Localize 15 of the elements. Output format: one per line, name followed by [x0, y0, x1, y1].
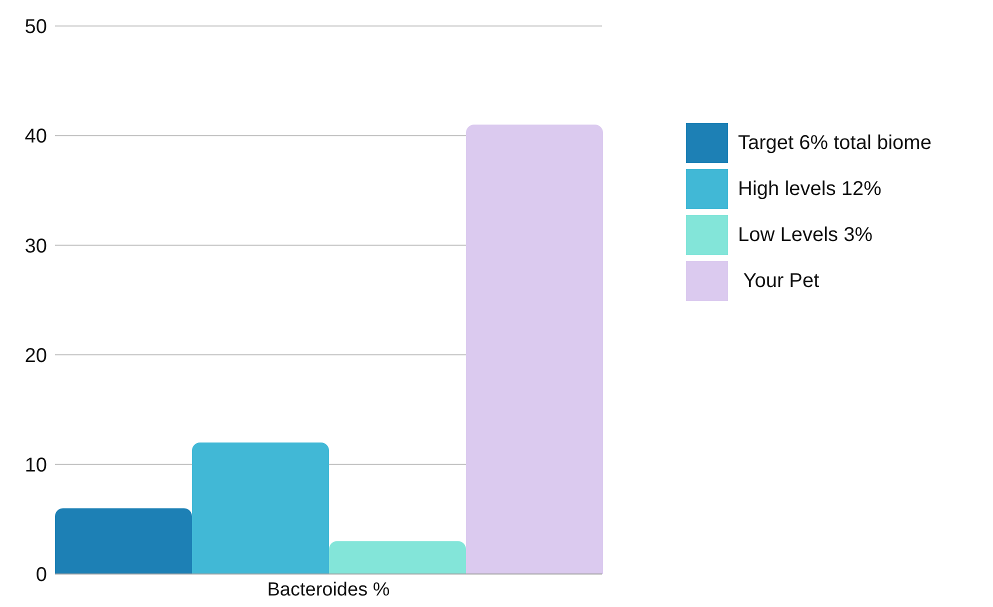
- y-tick-label: 0: [36, 564, 47, 586]
- y-tick-label: 10: [24, 454, 47, 476]
- x-tick-label: Bacteroides %: [267, 579, 390, 600]
- legend-label: Low Levels 3%: [738, 224, 873, 246]
- bar: [55, 508, 192, 574]
- bar: [329, 541, 466, 574]
- legend-label: High levels 12%: [738, 178, 882, 200]
- y-tick-label: 20: [24, 344, 47, 367]
- y-tick-label: 30: [24, 235, 47, 258]
- legend-label: Target 6% total biome: [738, 132, 932, 154]
- legend-label: Your Pet: [742, 270, 820, 292]
- y-tick-label: 50: [24, 16, 47, 38]
- bar: [466, 124, 603, 574]
- y-tick-label: 40: [24, 126, 47, 148]
- bar: [192, 442, 329, 574]
